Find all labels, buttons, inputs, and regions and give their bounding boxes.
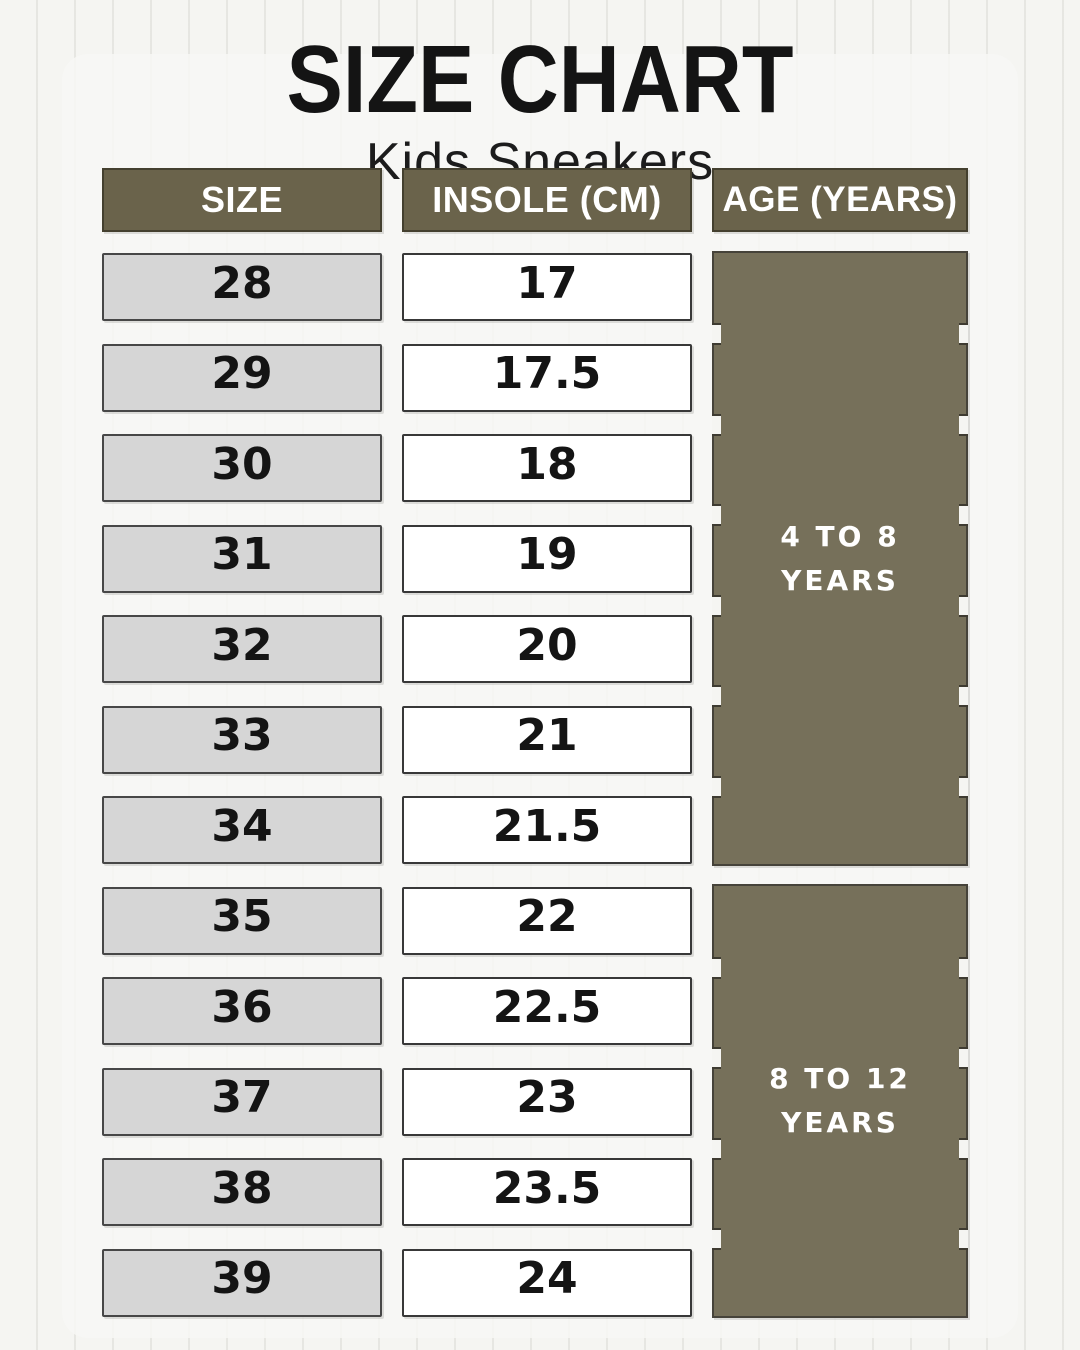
size-cell: 28 (102, 253, 382, 321)
column-header-insole: INSOLE (CM) (402, 168, 692, 232)
size-cell: 36 (102, 977, 382, 1045)
size-cell: 30 (102, 434, 382, 502)
cell-divider-notch (712, 323, 721, 345)
cell-divider-notch (712, 1228, 721, 1250)
cell-divider-notch (712, 594, 721, 617)
age-group-block: 4 TO 8 YEARS (712, 251, 968, 866)
age-group-label-line2: YEARS (781, 1106, 899, 1139)
page-title: SIZE CHART (286, 26, 794, 133)
size-cell: 35 (102, 886, 382, 955)
size-cell: 34 (102, 796, 382, 864)
cell-divider-notch (959, 1047, 968, 1069)
insole-cell: 17 (402, 253, 692, 321)
cell-divider-notch (712, 504, 721, 526)
cell-divider-notch (959, 956, 968, 979)
cell-divider-notch (959, 323, 968, 345)
insole-cell: 21 (402, 705, 692, 774)
age-group-label-line1: 8 TO 12 (769, 1062, 911, 1095)
cell-divider-notch (959, 775, 968, 798)
column-header-size: SIZE (102, 168, 382, 232)
size-cell: 33 (102, 705, 382, 774)
cell-divider-notch (712, 775, 721, 798)
cell-divider-notch (712, 413, 721, 436)
size-cell: 38 (102, 1158, 382, 1226)
size-cell: 31 (102, 524, 382, 593)
insole-cell: 23 (402, 1067, 692, 1136)
cell-divider-notch (712, 1137, 721, 1160)
insole-cell: 21.5 (402, 796, 692, 864)
age-group-block: 8 TO 12 YEARS (712, 884, 968, 1318)
age-group-label-line1: 4 TO 8 (780, 519, 900, 553)
cell-divider-notch (959, 1137, 968, 1160)
insole-cell: 24 (402, 1248, 692, 1317)
cell-divider-notch (959, 413, 968, 436)
cell-divider-notch (959, 504, 968, 526)
age-group-label-line2: YEARS (781, 563, 899, 597)
size-cell: 37 (102, 1067, 382, 1136)
size-cell: 29 (102, 343, 382, 412)
insole-cell: 22 (402, 886, 692, 955)
cell-divider-notch (712, 685, 721, 707)
insole-cell: 18 (402, 434, 692, 502)
cell-divider-notch (712, 956, 721, 979)
insole-cell: 17.5 (402, 343, 692, 412)
insole-cell: 19 (402, 524, 692, 593)
insole-cell: 23.5 (402, 1158, 692, 1226)
cell-divider-notch (959, 594, 968, 617)
column-header-age: AGE (YEARS) (712, 168, 968, 232)
cell-divider-notch (959, 1228, 968, 1250)
size-cell: 39 (102, 1248, 382, 1317)
size-cell: 32 (102, 615, 382, 683)
cell-divider-notch (712, 1047, 721, 1069)
cell-divider-notch (959, 685, 968, 707)
insole-cell: 20 (402, 615, 692, 683)
insole-cell: 22.5 (402, 977, 692, 1045)
